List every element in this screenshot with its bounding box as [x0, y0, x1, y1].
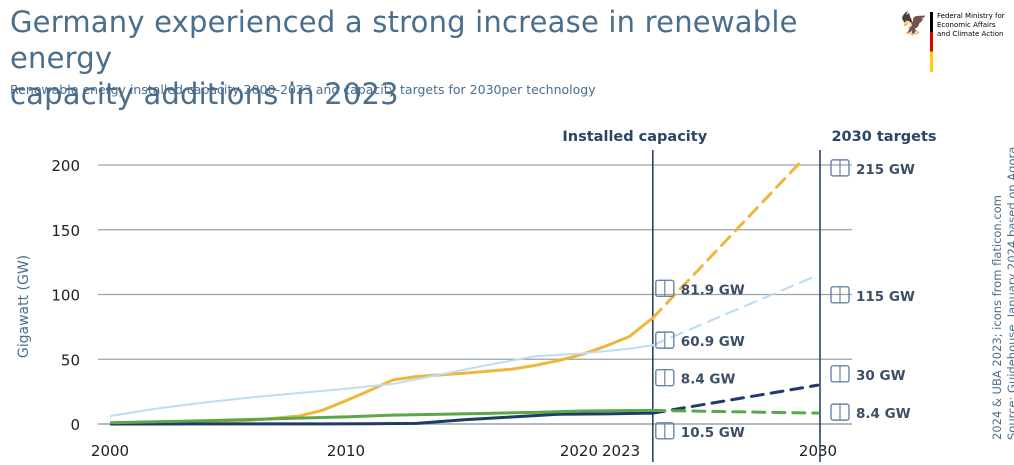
x-tick-label: 2020 [560, 442, 598, 460]
y-axis-label: Gigawatt (GW) [16, 255, 32, 358]
chart-subtitle: Renewable energy installed capacity 2000… [10, 82, 596, 97]
biomass-plant-icon [830, 403, 850, 421]
offshore-wind-icon [655, 368, 675, 387]
flag-stripe [930, 12, 933, 72]
series-line-onshore [109, 344, 653, 418]
axes: 0 50 100 150 200 Gigawatt (GW) 2000 2010 2020 202… [16, 129, 937, 460]
series-line-offshore [109, 411, 653, 426]
value-labels: 81.9 GW 215 GW 60.9 GW 115 GW 8.4 GW 30 GW 10.… [655, 159, 915, 441]
y-tick-label: 100 [51, 287, 80, 305]
target-projection-offshore [651, 383, 820, 415]
target-projection-onshore [651, 273, 820, 347]
ministry-name: Federal Ministry for Economic Affairs an… [937, 12, 1005, 38]
section-header: 2030 targets [831, 129, 936, 145]
biomass-plant-icon [655, 422, 675, 440]
target-label-biomass: 8.4 GW [856, 406, 911, 422]
installed-label-offshore: 8.4 GW [681, 372, 736, 388]
section-header: Installed capacity [562, 129, 707, 145]
target-projection-solar [651, 157, 806, 320]
target-label-offshore: 30 GW [856, 368, 906, 384]
section-dividers [651, 150, 821, 462]
y-tick-label: 150 [51, 222, 80, 240]
x-tick-label: 2023 [602, 442, 640, 460]
solar-panel-icon [655, 279, 675, 298]
target-projection-biomass [651, 408, 820, 415]
solar-panel-icon [830, 159, 850, 177]
y-tick-label: 0 [70, 416, 80, 434]
target-projections [651, 157, 820, 415]
installed-label-onshore: 60.9 GW [681, 334, 745, 350]
chart-title-line-2: capacity additions in 2023 [10, 77, 399, 111]
chart-title: Germany experienced a strong increase in… [10, 4, 860, 112]
y-tick-label: 200 [51, 157, 80, 175]
wind-turbine-icon [655, 331, 675, 349]
x-tick-label: 2030 [799, 442, 837, 460]
offshore-wind-icon [830, 365, 850, 383]
x-tick-label: 2010 [327, 442, 365, 460]
grid-lines [98, 164, 852, 425]
target-label-onshore: 115 GW [856, 289, 915, 305]
x-tick-label: 2000 [91, 442, 129, 460]
installed-label-biomass: 10.5 GW [681, 425, 745, 441]
series-line-solar [109, 316, 654, 426]
federal-eagle-icon: 🦅 [900, 12, 928, 37]
wind-turbine-icon [830, 286, 850, 304]
series-line-biomass [109, 408, 653, 425]
series-lines [109, 316, 654, 426]
chart-title-line-1: Germany experienced a strong increase in… [10, 5, 798, 75]
y-tick-label: 50 [61, 351, 80, 369]
target-label-solar: 215 GW [856, 162, 915, 178]
ministry-logo: 🦅 Federal Ministry for Economic Affairs … [900, 8, 1010, 78]
installed-label-solar: 81.9 GW [681, 282, 745, 298]
